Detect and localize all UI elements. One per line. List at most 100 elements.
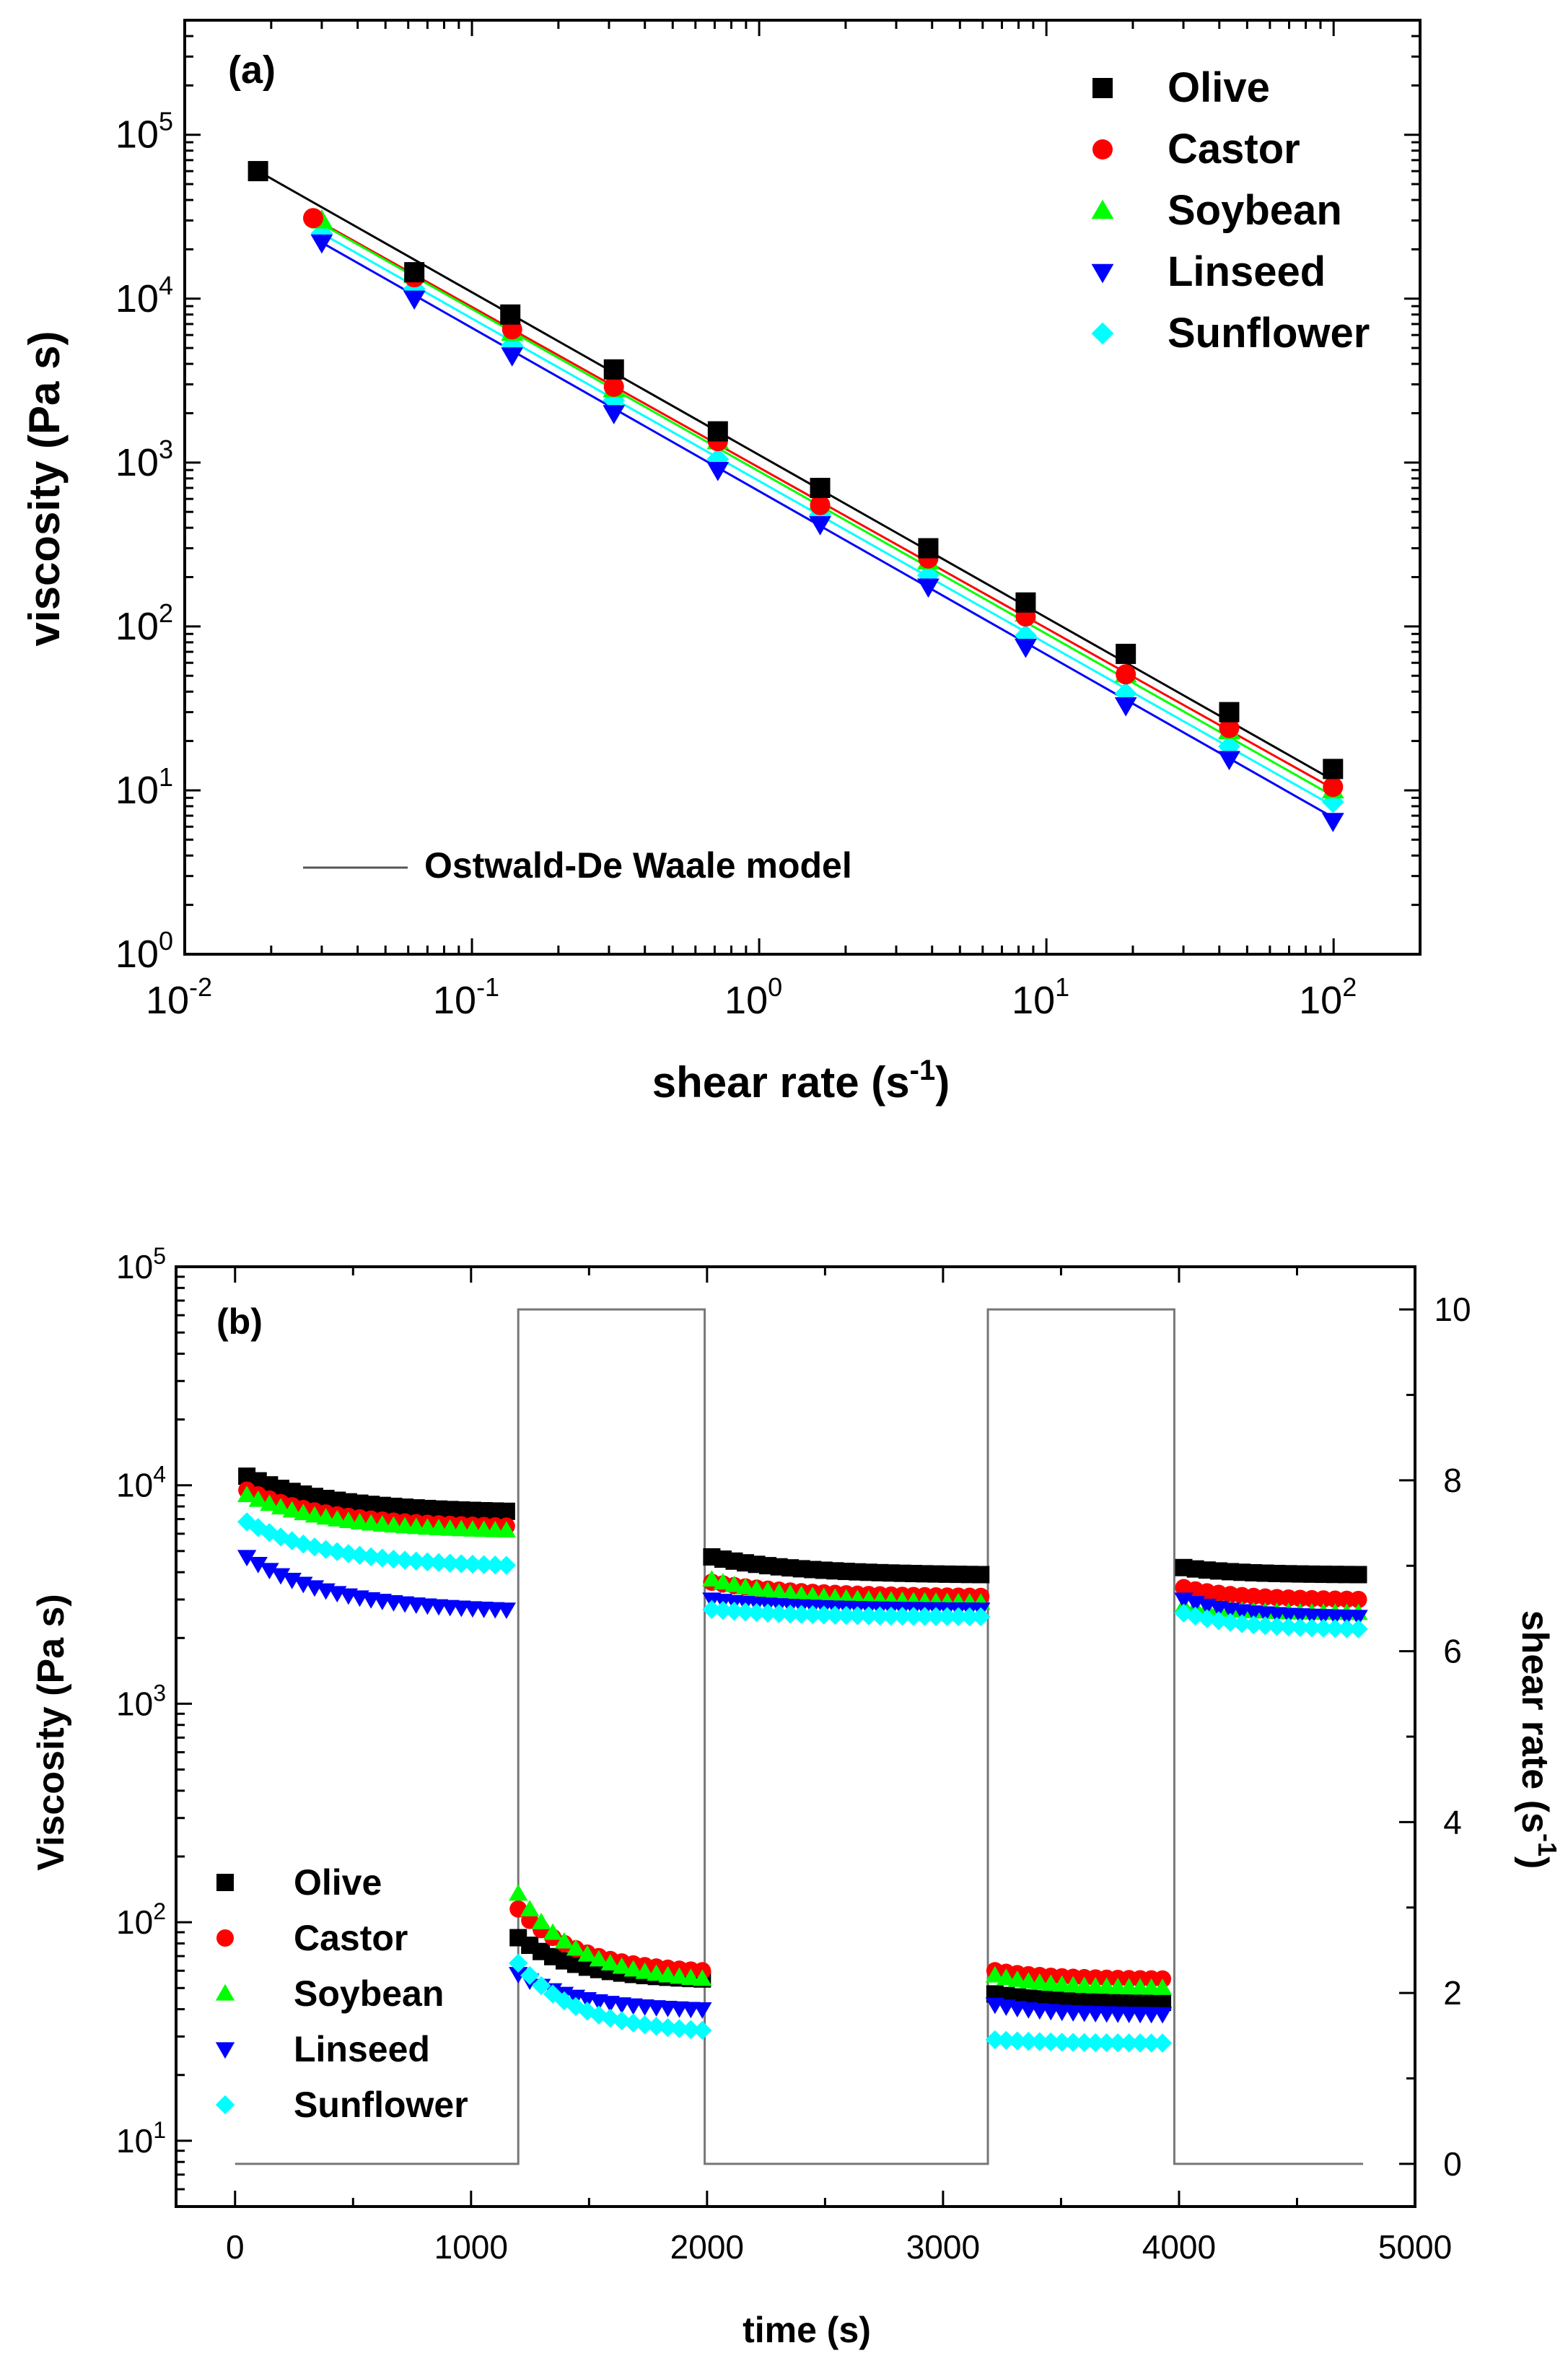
point-soybean xyxy=(294,1504,313,1521)
point-sunflower xyxy=(1290,1618,1310,1637)
point-soybean xyxy=(237,1485,257,1503)
legend-label-soybean: Soybean xyxy=(294,1973,444,2014)
point-linseed xyxy=(809,516,831,536)
panel-b: 0 1000 2000 3000 4000 5000 101 102 103 104 105 0 2 4 6… xyxy=(30,1243,1562,2350)
point-sunflower xyxy=(747,1602,766,1623)
point-sunflower xyxy=(440,1553,460,1573)
point-soybean xyxy=(985,1965,1005,1983)
point-soybean xyxy=(724,1575,744,1592)
point-soybean xyxy=(305,1506,325,1523)
point-linseed xyxy=(403,290,426,310)
point-soybean xyxy=(543,1923,563,1940)
point-soybean xyxy=(282,1501,302,1518)
point-sunflower xyxy=(1232,1614,1252,1633)
point-sunflower xyxy=(735,1602,755,1622)
point-soybean xyxy=(647,1964,666,1981)
point-sunflower xyxy=(881,1606,901,1626)
y-tick-label: 100 xyxy=(115,926,173,976)
point-sunflower xyxy=(282,1531,302,1550)
point-sunflower xyxy=(702,1600,722,1620)
point-sunflower xyxy=(926,1607,946,1626)
legend-label-soybean: Soybean xyxy=(1168,187,1342,234)
point-sunflower xyxy=(997,2030,1016,2050)
point-sunflower xyxy=(1007,2031,1028,2051)
point-sunflower xyxy=(554,1991,574,2011)
point-sunflower xyxy=(486,1555,505,1575)
point-sunflower xyxy=(635,2015,654,2035)
point-sunflower xyxy=(452,1554,471,1574)
point-sunflower xyxy=(693,2020,712,2041)
legend-marker-castor xyxy=(1092,139,1113,160)
y-tick-label: 102 xyxy=(115,598,173,648)
point-sunflower xyxy=(1349,1619,1368,1638)
point-sunflower xyxy=(948,1607,968,1627)
point-soybean xyxy=(758,1581,778,1598)
point-sunflower xyxy=(1302,1618,1322,1638)
legend-label-sunflower: Sunflower xyxy=(294,2085,468,2125)
legend-marker-olive xyxy=(216,1874,234,1891)
panel-a-axes: 10-2 10-1 100 101 102 100 101 102 103 104 105 xyxy=(115,19,1422,1022)
point-linseed xyxy=(310,234,333,254)
point-sunflower xyxy=(1019,2031,1038,2051)
point-soybean xyxy=(1019,1972,1038,1989)
y2-tick-label: 2 xyxy=(1443,1974,1462,2012)
y2-tick-label: 6 xyxy=(1443,1633,1462,1670)
point-soybean xyxy=(702,1570,722,1587)
point-soybean xyxy=(328,1509,347,1527)
point-sunflower xyxy=(1130,2033,1150,2053)
legend-marker-olive xyxy=(1092,78,1113,98)
y2-tick-label: 4 xyxy=(1443,1803,1462,1841)
point-sunflower xyxy=(893,1607,912,1626)
point-linseed xyxy=(271,1568,291,1585)
point-soybean xyxy=(1152,1978,1173,1995)
point-olive xyxy=(972,1566,990,1584)
point-soybean xyxy=(681,1968,701,1985)
point-castor xyxy=(810,494,831,515)
point-olive xyxy=(1219,702,1240,723)
point-linseed xyxy=(1152,2007,1173,2024)
point-soybean xyxy=(997,1968,1016,1986)
point-sunflower xyxy=(395,1550,415,1570)
point-soybean xyxy=(635,1962,654,1979)
legend-marker-soybean xyxy=(215,1983,235,2001)
point-sunflower xyxy=(372,1548,393,1568)
point-sunflower xyxy=(937,1607,957,1626)
point-sunflower xyxy=(1119,2033,1139,2053)
legend-marker-linseed xyxy=(1091,263,1114,284)
y-tick-label: 104 xyxy=(116,1462,166,1504)
point-olive xyxy=(810,477,831,498)
legend-label-linseed: Linseed xyxy=(294,2029,430,2069)
point-sunflower xyxy=(1220,1612,1240,1632)
point-linseed xyxy=(603,405,626,424)
point-soybean xyxy=(589,1950,609,1967)
point-sunflower xyxy=(1041,2032,1061,2052)
point-sunflower xyxy=(1064,2033,1083,2052)
legend-marker-sunflower xyxy=(1091,322,1114,345)
panel-a-x-axis-title: shear rate (s-1) xyxy=(652,1055,950,1107)
point-sunflower xyxy=(1174,1603,1193,1623)
point-sunflower xyxy=(647,2017,666,2036)
point-sunflower xyxy=(1052,2033,1072,2052)
point-sunflower xyxy=(670,2019,689,2038)
point-soybean xyxy=(271,1498,291,1515)
x-tick-label: 3000 xyxy=(906,2228,980,2266)
point-sunflower xyxy=(769,1604,789,1623)
legend-label-castor: Castor xyxy=(1168,126,1300,173)
point-sunflower xyxy=(1313,1618,1333,1638)
point-sunflower xyxy=(1256,1616,1275,1636)
legend-marker-sunflower xyxy=(215,2095,235,2115)
point-sunflower xyxy=(903,1607,924,1626)
point-sunflower xyxy=(859,1606,879,1625)
panel-b-y2-axis-title: shear rate (s-1) xyxy=(1514,1610,1562,1869)
point-soybean xyxy=(554,1932,574,1949)
y2-tick-label: 0 xyxy=(1443,2145,1462,2183)
legend-marker-linseed xyxy=(215,2042,235,2059)
point-olive xyxy=(500,304,521,325)
point-soybean xyxy=(600,1954,620,1971)
point-linseed xyxy=(1321,813,1344,832)
point-castor xyxy=(603,376,624,397)
point-linseed xyxy=(509,1967,528,1983)
point-soybean xyxy=(316,1508,336,1525)
point-sunflower xyxy=(713,1600,733,1620)
